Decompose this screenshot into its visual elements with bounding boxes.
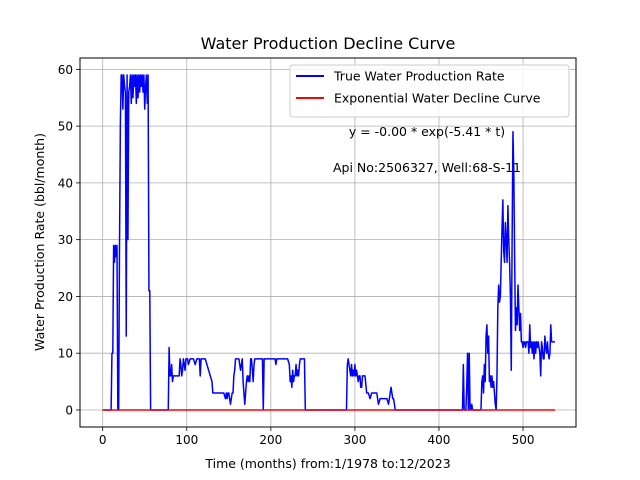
tick-layer: 0 100 200 300 400 500 0 10 20 30 40 50 60 [58, 63, 535, 447]
x-axis-label: Time (months) from:1/1978 to:12/2023 [204, 456, 450, 471]
legend-label-exponential-decline: Exponential Water Decline Curve [334, 91, 541, 106]
y-axis-label: Water Production Rate (bbl/month) [32, 133, 47, 351]
true-water-rate-line [102, 74, 555, 411]
equation-annotation: y = -0.00 * exp(-5.41 * t) [349, 124, 505, 139]
x-tick-label: 500 [512, 433, 535, 447]
plot-area-frame [79, 57, 577, 428]
legend-label-true-water-rate: True Water Production Rate [333, 69, 505, 84]
legend: True Water Production Rate Exponential W… [289, 64, 570, 118]
x-tick-label: 400 [428, 433, 451, 447]
y-tick-label: 40 [58, 176, 73, 190]
x-tick-label: 100 [175, 433, 198, 447]
well-annotation: Api No:2506327, Well:68-S-11 [333, 160, 521, 175]
y-tick-label: 60 [58, 63, 73, 77]
y-tick-label: 30 [58, 233, 73, 247]
y-tick-label: 10 [58, 347, 73, 361]
y-tick-label: 20 [58, 290, 73, 304]
chart-title: Water Production Decline Curve [201, 34, 456, 53]
y-tick-label: 0 [65, 403, 73, 417]
series-layer [102, 74, 555, 411]
x-tick-label: 200 [259, 433, 282, 447]
grid-layer [80, 58, 576, 427]
legend-box [289, 64, 570, 118]
x-tick-label: 300 [343, 433, 366, 447]
y-tick-label: 50 [58, 120, 73, 134]
x-tick-label: 0 [99, 433, 107, 447]
